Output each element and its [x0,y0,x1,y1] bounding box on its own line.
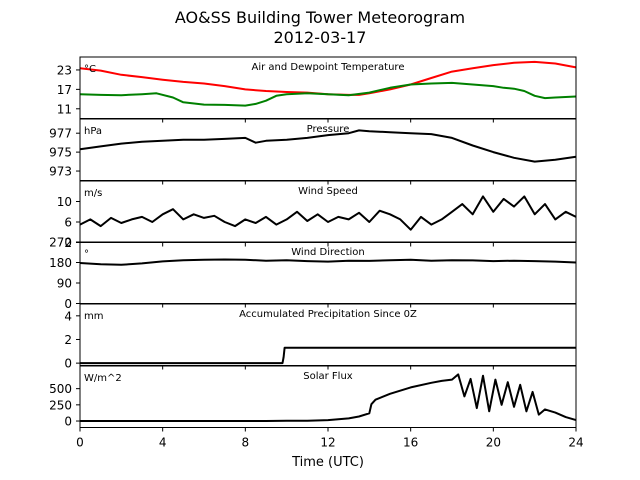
x-tick-label: 16 [403,436,418,450]
x-tick-label: 4 [159,436,167,450]
y-tick-label: 11 [57,102,72,116]
panel-title: Pressure [307,124,350,135]
y-tick-label: 90 [57,277,72,291]
series-line-1 [80,373,577,422]
series-line-1 [80,346,576,365]
y-tick-label: 10 [57,195,72,209]
y-tick-label: 180 [49,256,72,270]
x-tick-label: 8 [242,436,250,450]
y-tick-label: 6 [64,216,72,230]
panel-4: 0 90 180 270 Wind Direction ° [49,236,577,311]
figure-title: AO&SS Building Tower Meteorogram [174,8,466,27]
x-tick-label: 24 [568,436,583,450]
panel-2: 973 975 977 Pressure hPa [49,118,577,185]
y-tick-label: 17 [57,83,72,97]
panel-3: 2 6 10 Wind Speed m/s [57,180,577,250]
y-tick-label: 250 [49,398,72,412]
panel-title: Accumulated Precipitation Since 0Z [239,309,417,320]
y-tick-label: 23 [57,63,72,77]
panel-unit-label: mm [84,311,103,322]
panel-unit-label: m/s [84,188,102,199]
panel-unit-label: hPa [84,126,102,137]
y-tick-label: 977 [49,127,72,141]
panel-unit-label: W/m^2 [84,373,122,384]
y-tick-label: 0 [64,297,72,311]
panel-title: Wind Speed [298,186,358,197]
series-line-1 [79,129,577,163]
y-tick-label: 975 [49,146,72,160]
x-tick-label: 0 [76,436,84,450]
y-tick-label: 973 [49,165,72,179]
series-line-1 [79,195,577,231]
panel-unit-label: °C [84,64,96,75]
x-axis-label: Time (UTC) [291,455,364,470]
series-line-2 [79,81,577,107]
y-tick-label: 0 [64,357,72,371]
y-tick-label: 270 [49,236,72,250]
series-line-1 [79,258,577,266]
y-tick-label: 2 [64,236,72,250]
x-tick-label: 20 [486,436,501,450]
panel-unit-label: ° [84,249,89,260]
panel-1: 11 17 23 Air and Dewpoint Temperature °C [57,56,577,123]
y-tick-label: 4 [64,309,72,323]
panel-title: Wind Direction [291,247,365,258]
panel-6: 0 250 500 0 4 8 12 16 20 24 Solar Flux W/m^2 [49,365,584,450]
x-tick-label: 12 [320,436,335,450]
panel-title: Solar Flux [303,371,353,382]
figure-subtitle: 2012-03-17 [273,28,367,47]
panel-title: Air and Dewpoint Temperature [252,62,405,73]
y-tick-label: 0 [64,415,72,429]
y-tick-label: 2 [64,333,72,347]
y-tick-label: 500 [49,382,72,396]
panel-5: 0 2 4 Accumulated Precipitation Since 0Z mm [64,303,577,371]
